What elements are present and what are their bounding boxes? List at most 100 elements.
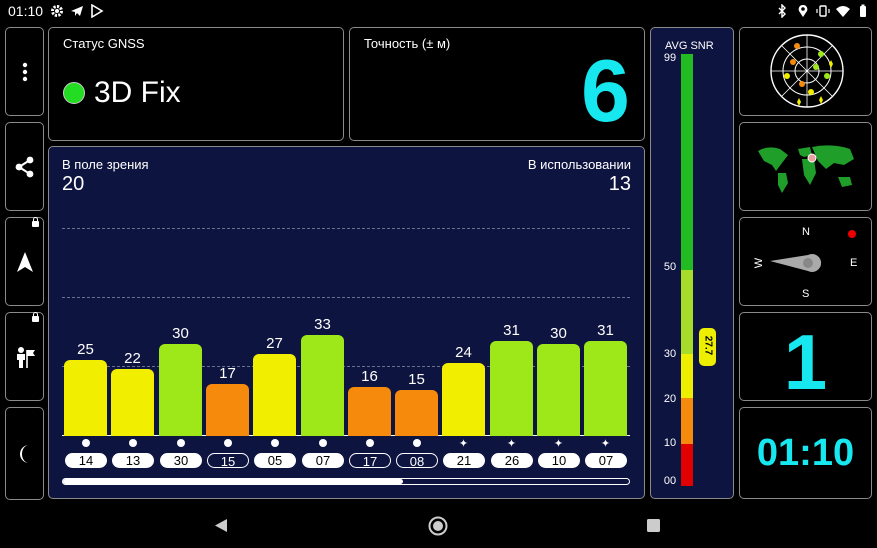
signal-bar bbox=[537, 344, 580, 436]
signal-bar bbox=[111, 369, 154, 436]
gps-dot-icon bbox=[111, 439, 154, 449]
signal-bar-value: 30 bbox=[172, 325, 189, 342]
gps-dot-icon bbox=[395, 439, 438, 449]
accuracy-value: 6 bbox=[581, 41, 630, 140]
in-use-label: В использовании bbox=[527, 157, 631, 172]
signal-bar-value: 24 bbox=[455, 344, 472, 361]
baseline bbox=[62, 435, 630, 436]
gps-dot-icon bbox=[206, 439, 249, 449]
navigation-button[interactable] bbox=[5, 217, 44, 306]
world-map-button[interactable] bbox=[739, 122, 872, 211]
in-use-count: 13 bbox=[608, 173, 631, 195]
satellite-star-icon: ✦ bbox=[506, 438, 517, 450]
signal-bar bbox=[64, 360, 107, 436]
satellite-prn-label: 21 bbox=[443, 453, 485, 468]
compass-east: E bbox=[850, 257, 858, 269]
satellite-prn-label: 05 bbox=[254, 453, 296, 468]
world-map-icon bbox=[754, 141, 860, 196]
share-button[interactable] bbox=[5, 122, 44, 211]
signal-bar-value: 25 bbox=[77, 341, 94, 358]
home-icon[interactable] bbox=[428, 516, 448, 536]
gnss-status-label: Статус GNSS bbox=[63, 36, 145, 51]
lock-icon bbox=[32, 312, 39, 322]
signal-bar bbox=[253, 354, 296, 436]
grid-line bbox=[62, 297, 630, 298]
location-icon bbox=[798, 5, 808, 17]
back-icon[interactable] bbox=[214, 518, 228, 533]
clock-panel: 01:10 bbox=[739, 407, 872, 499]
avg-snr-marker: 27.7 bbox=[699, 328, 716, 366]
snr-tick-label: 30 bbox=[663, 348, 677, 360]
snr-scale-segment bbox=[681, 398, 693, 444]
person-flag-button[interactable] bbox=[5, 312, 44, 401]
sky-plot-icon bbox=[770, 34, 844, 108]
in-view-label: В поле зрения bbox=[62, 157, 149, 172]
satellite-prn-label: 10 bbox=[538, 453, 580, 468]
signal-bar-value: 31 bbox=[597, 322, 614, 339]
satellite-prn-label: 13 bbox=[112, 453, 154, 468]
snr-tick-label: 20 bbox=[663, 393, 677, 405]
bluetooth-icon bbox=[778, 4, 786, 18]
avg-snr-value: 27.7 bbox=[702, 335, 714, 356]
gps-dot-icon bbox=[64, 439, 107, 449]
gps-dot-icon bbox=[159, 439, 202, 449]
scroll-track[interactable] bbox=[62, 478, 630, 485]
satellite-prn-label: 30 bbox=[160, 453, 202, 468]
compass-west: W bbox=[753, 257, 766, 269]
snr-tick-label: 50 bbox=[663, 261, 677, 273]
compass-south: S bbox=[802, 288, 810, 300]
scroll-thumb[interactable] bbox=[63, 479, 403, 484]
settings-icon bbox=[51, 5, 63, 17]
snr-scale-segment bbox=[681, 444, 693, 486]
status-bar: 01:10 bbox=[0, 0, 877, 22]
signal-bar-value: 15 bbox=[408, 371, 425, 388]
gps-dot-icon bbox=[348, 439, 391, 449]
recording-dot bbox=[848, 230, 856, 238]
snr-tick-label: 99 bbox=[663, 52, 677, 64]
person-flag-icon bbox=[16, 346, 35, 368]
accuracy-label: Точность (± м) bbox=[364, 36, 451, 51]
satellite-prn-label: 07 bbox=[302, 453, 344, 468]
recents-icon[interactable] bbox=[647, 519, 660, 532]
status-time: 01:10 bbox=[8, 3, 44, 19]
signal-bar bbox=[490, 341, 533, 436]
signal-bar-value: 16 bbox=[361, 368, 378, 385]
fix-status-indicator bbox=[63, 82, 85, 104]
signal-bar-value: 17 bbox=[219, 365, 236, 382]
avg-snr-label: AVG SNR bbox=[665, 40, 714, 52]
lock-icon bbox=[32, 217, 39, 227]
satellite-star-icon: ✦ bbox=[458, 438, 469, 450]
in-view-count: 20 bbox=[62, 173, 85, 195]
satellite-star-icon: ✦ bbox=[553, 438, 564, 450]
satellite-prn-label: 08 bbox=[396, 453, 438, 469]
fix-status-value: 3D Fix bbox=[94, 76, 181, 109]
snr-scale-segment bbox=[681, 54, 693, 270]
menu-button[interactable] bbox=[5, 27, 44, 116]
snr-scale-segment bbox=[681, 354, 693, 398]
telegram-icon bbox=[71, 6, 83, 16]
signal-bar-value: 33 bbox=[314, 316, 331, 333]
signal-bar bbox=[159, 344, 202, 436]
satellite-signal-panel bbox=[48, 146, 645, 499]
sky-view-button[interactable] bbox=[739, 27, 872, 116]
snr-tick-label: 00 bbox=[663, 475, 677, 487]
signal-bar bbox=[442, 363, 485, 436]
moon-icon bbox=[19, 444, 29, 463]
accuracy-panel: Точность (± м) 6 bbox=[349, 27, 645, 141]
play-store-icon bbox=[91, 4, 104, 18]
snr-tick-label: 10 bbox=[663, 437, 677, 449]
satellite-prn-label: 26 bbox=[491, 453, 533, 468]
satellite-count-panel: 1 bbox=[739, 312, 872, 406]
satellite-prn-label: 17 bbox=[349, 453, 391, 469]
signal-bar-value: 30 bbox=[550, 325, 567, 342]
compass-north: N bbox=[802, 226, 810, 238]
wifi-icon bbox=[836, 6, 850, 17]
signal-bar bbox=[348, 387, 391, 436]
satellite-prn-label: 15 bbox=[207, 453, 249, 469]
night-mode-button[interactable] bbox=[5, 407, 44, 500]
snr-scale-segment bbox=[681, 270, 693, 354]
signal-bar bbox=[584, 341, 627, 436]
signal-bar-value: 31 bbox=[503, 322, 520, 339]
grid-line bbox=[62, 366, 630, 367]
clock-value: 01:10 bbox=[756, 432, 855, 474]
